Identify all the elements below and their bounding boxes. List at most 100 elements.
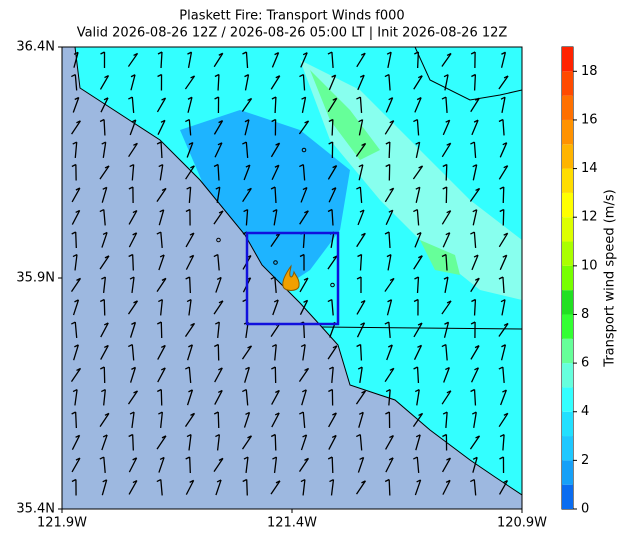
wind-barb bbox=[415, 141, 421, 158]
wind-barb bbox=[498, 75, 509, 90]
wind-barb bbox=[128, 457, 138, 473]
wind-barb bbox=[529, 435, 533, 451]
wind-barb bbox=[271, 366, 277, 384]
wind-region bbox=[310, 70, 380, 160]
wind-barb bbox=[271, 118, 277, 136]
wind-barb bbox=[530, 232, 534, 248]
wind-barb bbox=[413, 298, 419, 316]
wind-barb bbox=[385, 411, 391, 429]
wind-barb bbox=[129, 119, 137, 136]
wind-barb bbox=[156, 277, 167, 293]
wind-barb bbox=[243, 208, 249, 226]
wind-barb bbox=[413, 456, 420, 474]
wind-barb bbox=[99, 165, 110, 180]
wind-barb bbox=[128, 209, 138, 225]
wind-barb bbox=[413, 366, 420, 384]
wind-barb bbox=[73, 344, 79, 361]
calm-marker bbox=[273, 260, 278, 265]
wind-barb bbox=[214, 96, 220, 114]
fire-icon bbox=[282, 264, 300, 291]
wind-barb bbox=[355, 390, 367, 405]
wind-barb bbox=[498, 118, 505, 136]
wind-barb bbox=[414, 389, 420, 406]
wind-barb bbox=[412, 165, 424, 180]
wind-barb bbox=[528, 97, 532, 113]
wind-barb bbox=[441, 300, 452, 315]
wind-barb bbox=[470, 51, 476, 69]
county-line bbox=[414, 47, 522, 101]
wind-barb bbox=[529, 143, 535, 158]
wind-barb bbox=[70, 277, 82, 292]
wind-barb bbox=[470, 345, 480, 360]
wind-barb bbox=[528, 368, 536, 382]
wind-barb bbox=[185, 366, 192, 384]
wind-barb bbox=[242, 187, 252, 203]
wind-barb bbox=[241, 435, 253, 450]
wind-barb bbox=[300, 434, 308, 451]
wind-barb bbox=[242, 388, 249, 406]
wind-barb bbox=[157, 51, 163, 69]
wind-barb bbox=[241, 97, 253, 112]
wind-barb bbox=[441, 142, 452, 158]
wind-barb bbox=[214, 367, 223, 383]
wind-barb bbox=[185, 456, 191, 474]
wind-barb bbox=[528, 75, 532, 91]
wind-barb bbox=[412, 412, 424, 427]
wind-barb bbox=[272, 456, 278, 474]
wind-barb bbox=[299, 411, 306, 429]
wind-barb bbox=[529, 390, 536, 404]
wind-barb bbox=[327, 298, 334, 316]
wind-barb bbox=[470, 367, 480, 383]
wind-barb bbox=[156, 97, 167, 113]
wind-barb bbox=[356, 433, 363, 451]
wind-barb bbox=[215, 321, 220, 339]
wind-barb bbox=[130, 74, 136, 91]
wind-barb bbox=[356, 343, 363, 361]
wind-barb bbox=[442, 232, 451, 248]
title: Plaskett Fire: Transport Winds f000 bbox=[179, 9, 404, 24]
wind-barb bbox=[71, 163, 77, 181]
wind-barb bbox=[500, 344, 507, 361]
county-line bbox=[321, 326, 522, 330]
wind-barb bbox=[500, 96, 506, 113]
wind-barb bbox=[129, 366, 137, 383]
wind-barb bbox=[384, 231, 391, 249]
wind-barb bbox=[328, 412, 337, 428]
wind-barb bbox=[300, 186, 308, 203]
colorbar-segment bbox=[562, 460, 573, 485]
wind-barb bbox=[441, 457, 452, 473]
wind-barb bbox=[156, 231, 163, 249]
wind-barb bbox=[499, 254, 508, 271]
wind-barb bbox=[214, 343, 220, 361]
wind-barb bbox=[356, 322, 366, 338]
wind-barb bbox=[441, 96, 448, 114]
wind-barb bbox=[71, 231, 77, 249]
wind-barb bbox=[99, 118, 106, 136]
wind-barb bbox=[385, 388, 391, 406]
wind-barb bbox=[385, 163, 391, 181]
wind-barb bbox=[298, 457, 310, 472]
colorbar-tick-label: 6 bbox=[581, 356, 589, 371]
wind-barb bbox=[156, 321, 163, 339]
wind-barb bbox=[472, 209, 478, 226]
wind-barb bbox=[385, 434, 394, 450]
wind-barb bbox=[385, 457, 394, 473]
colorbar-segment bbox=[562, 95, 573, 120]
wind-barb bbox=[99, 456, 106, 474]
wind-barb bbox=[128, 479, 138, 495]
wind-barb bbox=[414, 276, 420, 294]
wind-barb bbox=[386, 299, 393, 316]
wind-barb bbox=[328, 141, 334, 159]
y-tick-label: 35.4N bbox=[16, 502, 55, 517]
wind-barb bbox=[71, 434, 81, 450]
wind-barb bbox=[270, 75, 281, 90]
colorbar-segment bbox=[562, 47, 573, 72]
wind-barb bbox=[213, 210, 224, 225]
wind-barb bbox=[527, 255, 532, 271]
wind-barb bbox=[298, 367, 310, 382]
wind-barb bbox=[214, 142, 223, 158]
wind-barb bbox=[215, 276, 222, 293]
wind-barb bbox=[442, 479, 451, 495]
wind-barb bbox=[441, 210, 452, 225]
wind-barb bbox=[186, 141, 194, 158]
